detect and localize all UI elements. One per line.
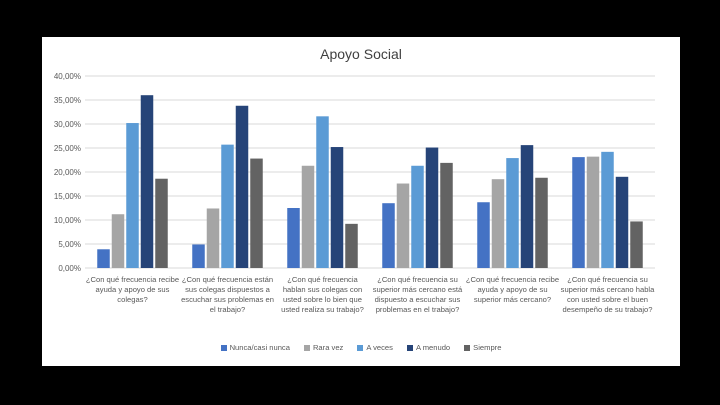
bar-a-menudo — [140, 95, 154, 268]
bar-nunca-casi-nunca — [287, 208, 300, 268]
y-tick-label: 35,00% — [54, 96, 81, 105]
bar-nunca-casi-nunca — [97, 249, 110, 268]
bar-nunca-casi-nunca — [382, 203, 395, 268]
bar-a-menudo — [520, 145, 534, 268]
bar-a-menudo — [330, 147, 344, 268]
legend-label: Nunca/casi nunca — [229, 343, 290, 352]
legend-item: A veces — [357, 343, 393, 352]
y-tick-label: 10,00% — [54, 216, 81, 225]
bar-siempre — [250, 158, 263, 268]
bar-a-veces — [126, 123, 139, 268]
legend-label: Rara vez — [312, 343, 344, 352]
y-tick-label: 15,00% — [54, 192, 81, 201]
x-category-label: ¿Con qué frecuencia recibe ayuda y apoyo… — [85, 275, 180, 304]
bar-a-veces — [506, 158, 519, 268]
legend-item: Nunca/casi nunca — [220, 343, 290, 352]
bar-rara-vez — [396, 183, 410, 268]
bar-siempre — [630, 221, 643, 268]
legend-swatch — [220, 344, 227, 351]
chart-card: Apoyo Social 0,00% 5,00% 10,00% 15,00% 20,00… — [42, 37, 680, 366]
bar-rara-vez — [301, 165, 315, 268]
legend-swatch — [406, 344, 413, 351]
legend-swatch — [464, 344, 471, 351]
y-tick-label: 40,00% — [54, 72, 81, 81]
legend-label: A veces — [366, 343, 393, 352]
y-tick-label: 20,00% — [54, 168, 81, 177]
bar-siempre — [155, 178, 168, 268]
legend-label: Siempre — [473, 343, 502, 352]
x-category-label: ¿Con qué frecuencia recibe ayuda y apoyo… — [465, 275, 560, 304]
legend-swatch — [303, 344, 310, 351]
x-category-label: ¿Con qué frecuencia hablan sus colegas c… — [281, 275, 364, 314]
bar-a-veces — [221, 144, 234, 268]
bar-nunca-casi-nunca — [192, 244, 205, 268]
bar-rara-vez — [491, 179, 505, 268]
legend-item: Rara vez — [303, 343, 344, 352]
x-category-label: ¿Con qué frecuencia están sus colegas di… — [181, 275, 274, 314]
legend-item: Siempre — [464, 343, 501, 352]
x-category-label: ¿Con qué frecuencia su superior más cerc… — [372, 275, 463, 314]
bar-siempre — [535, 177, 548, 268]
y-tick-label: 30,00% — [54, 120, 81, 129]
legend-swatch — [357, 344, 364, 351]
y-tick-label: 25,00% — [54, 144, 81, 153]
x-category-label: ¿Con qué frecuencia su superior más cerc… — [560, 275, 655, 314]
bar-nunca-casi-nunca — [572, 157, 585, 268]
bar-a-veces — [316, 116, 329, 268]
bar-rara-vez — [111, 214, 125, 268]
bar-rara-vez — [206, 208, 220, 268]
bar-a-menudo — [615, 176, 629, 268]
chart-title: Apoyo Social — [320, 46, 402, 62]
bar-siempre — [440, 162, 453, 268]
legend-label: A menudo — [415, 343, 451, 352]
legend: Nunca/casi nunca Rara vez A veces A menudo S… — [42, 343, 680, 352]
y-tick-label: 0,00% — [58, 264, 81, 273]
bar-rara-vez — [586, 156, 600, 268]
bar-a-veces — [411, 165, 424, 268]
bar-siempre — [345, 223, 358, 268]
bar-a-veces — [601, 151, 614, 268]
bar-nunca-casi-nunca — [477, 202, 490, 268]
legend-item: A menudo — [406, 343, 451, 352]
bar-a-menudo — [425, 147, 439, 268]
y-tick-label: 5,00% — [58, 240, 81, 249]
bar-a-menudo — [235, 105, 249, 268]
bar-chart: 0,00% 5,00% 10,00% 15,00% 20,00% 25,00% 30,00%… — [54, 72, 655, 273]
